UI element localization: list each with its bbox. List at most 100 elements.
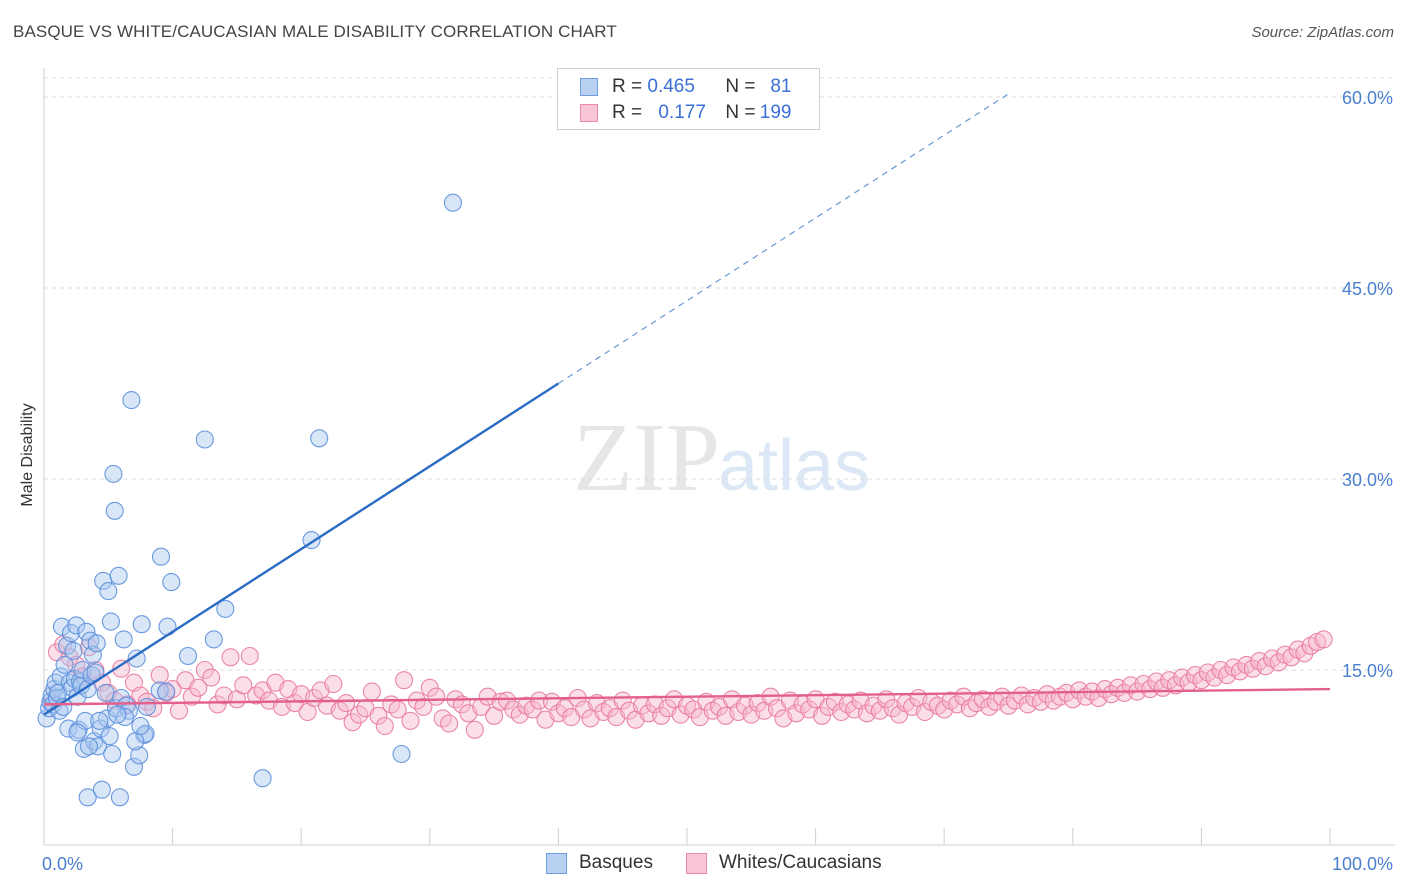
legend-r-value-basques: 0.465: [647, 76, 695, 97]
legend-item-whites: Whites/Caucasians: [686, 852, 882, 874]
basques-point-80: [216, 599, 235, 618]
whites-point-21: [182, 687, 201, 706]
basques-point-13: [55, 655, 74, 674]
basques-point-40: [96, 683, 115, 702]
basques-point-42: [99, 582, 118, 601]
basques-point-77: [195, 430, 214, 449]
whites-point-14: [137, 692, 156, 711]
basques-point-33: [83, 645, 102, 664]
basques-point-29: [77, 622, 96, 641]
y-tick-label-0: 15.0%: [1342, 661, 1393, 681]
basques-point-83: [443, 193, 462, 212]
basques-points: [37, 193, 462, 807]
whites-point-79: [555, 699, 574, 718]
legend-row-whites: R = 0.177 N = 199: [580, 102, 792, 124]
tick-labels: 15.0% 30.0% 45.0% 60.0% 0.0% 100.0%: [42, 88, 1393, 874]
basques-point-56: [127, 649, 146, 668]
axes: [43, 68, 1395, 846]
whites-point-58: [420, 678, 439, 697]
whites-point-27: [221, 648, 240, 667]
watermark-atlas: atlas: [718, 426, 870, 506]
whites-point-16: [150, 666, 169, 685]
basques-point-67: [79, 737, 99, 756]
basques-point-51: [114, 630, 133, 649]
whites-point-46: [343, 713, 362, 732]
whites-point-55: [401, 711, 420, 730]
basques-trend-line: [43, 382, 560, 716]
whites-point-49: [362, 682, 381, 701]
basques-point-68: [90, 711, 109, 730]
basques-point-43: [100, 727, 119, 746]
basques-point-85: [392, 744, 411, 764]
whites-point-30: [240, 646, 259, 666]
whites-point-74: [523, 700, 542, 719]
legend-r-label: R =: [612, 76, 643, 97]
whites-point-45: [337, 694, 356, 713]
whites-point-43: [324, 674, 343, 694]
basques-point-61: [78, 788, 97, 807]
whites-point-24: [202, 668, 221, 687]
whites-point-94: [652, 706, 671, 725]
basques-point-27: [74, 739, 93, 758]
basques-point-11: [52, 617, 72, 636]
basques-point-44: [101, 612, 120, 631]
legend-row-basques: R = 0.465 N = 81: [580, 76, 792, 98]
whites-point-44: [330, 701, 349, 720]
stats-legend: R = 0.465 N = 81 R = 0.177 N = 199: [557, 68, 820, 130]
y-tick-label-2: 45.0%: [1342, 279, 1393, 299]
whites-trend-line: [43, 687, 1331, 706]
whites-point-47: [350, 705, 369, 724]
whites-point-19: [169, 701, 189, 720]
whites-point-23: [195, 660, 214, 680]
whites-point-54: [395, 671, 414, 690]
legend-n-label: N =: [725, 102, 756, 123]
basques-point-58: [132, 615, 151, 634]
legend-label-basques: Basques: [579, 852, 653, 873]
basques-point-72: [150, 681, 169, 700]
whites-point-194: [1295, 644, 1314, 663]
basques-point-76: [157, 682, 176, 701]
whites-point-70: [497, 691, 517, 710]
basques-point-63: [110, 788, 129, 807]
whites-point-197: [1314, 630, 1333, 649]
legend-item-basques: Basques: [546, 852, 653, 874]
whites-points: [42, 630, 1333, 739]
basques-point-81: [253, 769, 272, 788]
whites-point-29: [234, 676, 253, 695]
whites-point-25: [208, 695, 227, 714]
whites-point-75: [530, 691, 549, 710]
legend-n-value-basques: 81: [770, 76, 792, 97]
basques-point-62: [92, 780, 111, 799]
chart-title: BASQUE VS WHITE/CAUCASIAN MALE DISABILIT…: [13, 22, 617, 41]
basques-point-73: [151, 547, 171, 566]
x-tick-label-0: 0.0%: [42, 854, 83, 874]
basques-legend-swatch: [546, 852, 567, 874]
whites-swatch: [580, 104, 598, 122]
y-tick-label-3: 60.0%: [1342, 88, 1393, 108]
whites-point-119: [812, 706, 832, 725]
basques-point-49: [109, 566, 128, 585]
whites-point-10: [112, 659, 131, 678]
basques-point-22: [68, 687, 87, 706]
whites-point-65: [465, 720, 484, 739]
basques-point-60: [137, 697, 156, 716]
basques-point-57: [130, 746, 149, 765]
basques-point-54: [122, 391, 141, 410]
legend-label-whites: Whites/Caucasians: [719, 852, 882, 873]
basques-point-66: [126, 732, 145, 751]
legend-n-value-whites: 199: [759, 102, 792, 123]
basques-swatch: [580, 78, 598, 96]
basques-point-69: [108, 705, 127, 724]
whites-point-37: [285, 694, 304, 713]
basques-point-21: [67, 616, 86, 635]
whites-point-50: [369, 706, 388, 725]
legend-n-label: N =: [725, 76, 756, 97]
basques-point-36: [87, 634, 106, 653]
whites-legend-swatch: [686, 852, 707, 874]
trend-lines: [43, 93, 1331, 716]
whites-point-159: [1070, 681, 1089, 700]
whites-point-61: [440, 714, 459, 733]
basques-point-79: [204, 630, 223, 649]
y-tick-label-1: 30.0%: [1342, 470, 1393, 490]
